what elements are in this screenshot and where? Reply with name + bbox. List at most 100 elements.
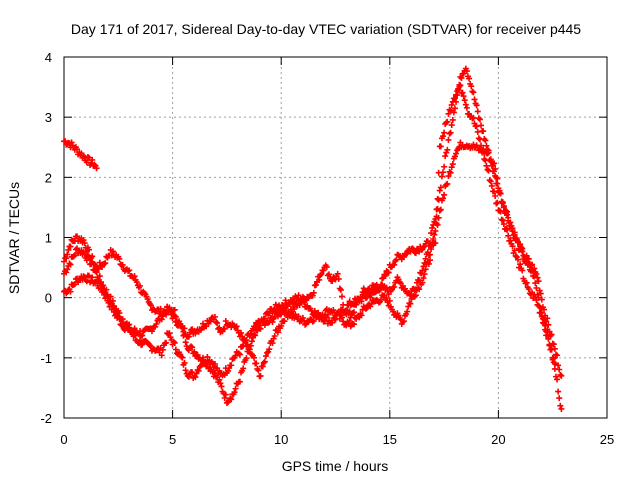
data-point	[519, 248, 526, 255]
data-point	[81, 240, 88, 247]
data-point	[494, 199, 501, 206]
data-point	[131, 273, 138, 280]
data-point	[65, 246, 72, 253]
data-point	[251, 354, 258, 361]
data-point	[284, 314, 291, 321]
data-point	[432, 227, 439, 234]
data-point	[487, 178, 494, 185]
data-point	[271, 333, 278, 340]
data-point	[130, 333, 137, 340]
data-point	[260, 359, 267, 366]
data-point	[507, 222, 514, 229]
data-point	[505, 232, 512, 239]
data-point	[126, 321, 133, 328]
data-point	[426, 257, 433, 264]
data-point	[532, 294, 539, 301]
data-point	[243, 355, 250, 362]
data-point	[468, 83, 475, 90]
data-point	[346, 308, 353, 315]
data-point	[67, 261, 74, 268]
data-point	[241, 335, 248, 342]
data-point	[474, 108, 481, 115]
data-point	[444, 118, 451, 125]
data-point	[253, 360, 260, 367]
chart-title: Day 171 of 2017, Sidereal Day-to-day VTE…	[71, 21, 581, 37]
data-point	[310, 289, 317, 296]
data-point	[67, 288, 74, 295]
data-point	[350, 309, 357, 316]
data-point	[404, 250, 411, 257]
data-point	[496, 187, 503, 194]
data-point	[157, 305, 164, 312]
data-point	[213, 319, 220, 326]
data-point	[167, 334, 174, 341]
data-point	[89, 274, 96, 281]
data-point	[228, 362, 235, 369]
data-point	[547, 346, 554, 353]
data-point	[231, 389, 238, 396]
data-point	[317, 272, 324, 279]
data-point	[451, 95, 458, 102]
data-point	[261, 358, 268, 365]
data-point	[337, 286, 344, 293]
data-point	[316, 276, 323, 283]
data-point	[182, 339, 189, 346]
data-point	[281, 318, 288, 325]
data-point	[165, 331, 172, 338]
data-point	[100, 282, 107, 289]
data-point	[436, 207, 443, 214]
data-point	[171, 306, 178, 313]
data-point	[83, 257, 90, 264]
data-point	[457, 82, 464, 89]
data-point	[189, 344, 196, 351]
data-point	[504, 211, 511, 218]
data-point	[158, 313, 165, 320]
data-point	[339, 293, 346, 300]
data-point	[137, 282, 144, 289]
data-point	[299, 314, 306, 321]
data-point	[449, 116, 456, 123]
data-point	[551, 360, 558, 367]
data-point	[182, 367, 189, 374]
data-point	[494, 180, 501, 187]
data-point	[500, 221, 507, 228]
data-point	[383, 295, 390, 302]
data-point	[484, 166, 491, 173]
data-point	[458, 75, 465, 82]
data-point	[444, 146, 451, 153]
data-point	[368, 300, 375, 307]
data-point	[110, 302, 117, 309]
data-point	[557, 371, 564, 378]
y-tick-label: 4	[45, 50, 52, 65]
data-point	[85, 154, 92, 161]
data-point	[486, 177, 493, 184]
data-point	[511, 247, 518, 254]
data-point	[93, 269, 100, 276]
data-point	[499, 217, 506, 224]
data-point	[61, 258, 67, 265]
data-point	[148, 328, 155, 335]
data-point	[535, 278, 542, 285]
data-point	[247, 330, 254, 337]
data-point	[448, 122, 455, 129]
data-point	[71, 281, 78, 288]
data-point	[533, 284, 540, 291]
data-point	[350, 321, 357, 328]
data-point	[525, 261, 532, 268]
data-point	[400, 318, 407, 325]
data-point	[480, 128, 487, 135]
data-point	[470, 114, 477, 121]
data-point	[269, 340, 276, 347]
data-point	[541, 306, 548, 313]
data-point	[434, 195, 441, 202]
data-point	[92, 262, 99, 269]
data-point	[71, 252, 78, 259]
data-point	[178, 353, 185, 360]
data-point	[483, 142, 490, 149]
data-point	[554, 376, 561, 383]
x-tick-label: 5	[169, 432, 176, 447]
data-point	[485, 167, 492, 174]
data-point	[70, 253, 77, 260]
data-point	[126, 267, 133, 274]
data-point	[545, 335, 552, 342]
